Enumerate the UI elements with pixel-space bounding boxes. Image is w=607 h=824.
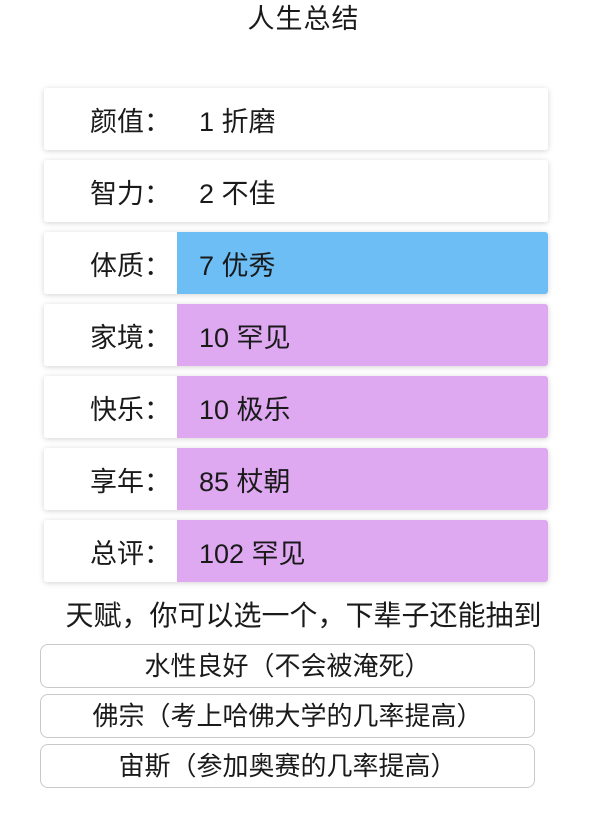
- stat-row-happiness: 快乐： 10 极乐: [44, 376, 548, 438]
- stat-label: 颜值：: [44, 88, 177, 150]
- stat-value: 7 优秀: [177, 232, 548, 294]
- stat-row-family: 家境： 10 罕见: [44, 304, 548, 366]
- stat-row-appearance: 颜值： 1 折磨: [44, 88, 548, 150]
- stat-row-physique: 体质： 7 优秀: [44, 232, 548, 294]
- stat-label: 享年：: [44, 448, 177, 510]
- stat-panel: 颜值： 1 折磨 智力： 2 不佳 体质： 7 优秀 家境： 10 罕见 快乐：…: [44, 88, 548, 582]
- stat-row-overall: 总评： 102 罕见: [44, 520, 548, 582]
- stat-label: 体质：: [44, 232, 177, 294]
- talent-option-button-buddhism[interactable]: 佛宗（考上哈佛大学的几率提高）: [40, 694, 535, 738]
- stat-label: 家境：: [44, 304, 177, 366]
- stat-label: 智力：: [44, 160, 177, 222]
- talent-option-button-zeus[interactable]: 宙斯（参加奥赛的几率提高）: [40, 744, 535, 788]
- talent-hint: 天赋，你可以选一个，下辈子还能抽到: [65, 600, 542, 631]
- stat-row-intelligence: 智力： 2 不佳: [44, 160, 548, 222]
- stat-value: 102 罕见: [177, 520, 548, 582]
- talent-list: 水性良好（不会被淹死） 佛宗（考上哈佛大学的几率提高） 宙斯（参加奥赛的几率提高…: [0, 644, 607, 788]
- stat-value: 1 折磨: [177, 88, 548, 150]
- stat-label: 总评：: [44, 520, 177, 582]
- talent-option-button-swimming[interactable]: 水性良好（不会被淹死）: [40, 644, 535, 688]
- stat-label: 快乐：: [44, 376, 177, 438]
- stat-row-lifespan: 享年： 85 杖朝: [44, 448, 548, 510]
- stat-value: 2 不佳: [177, 160, 548, 222]
- stat-value: 10 罕见: [177, 304, 548, 366]
- stat-value: 10 极乐: [177, 376, 548, 438]
- page-title: 人生总结: [247, 4, 360, 34]
- stat-value: 85 杖朝: [177, 448, 548, 510]
